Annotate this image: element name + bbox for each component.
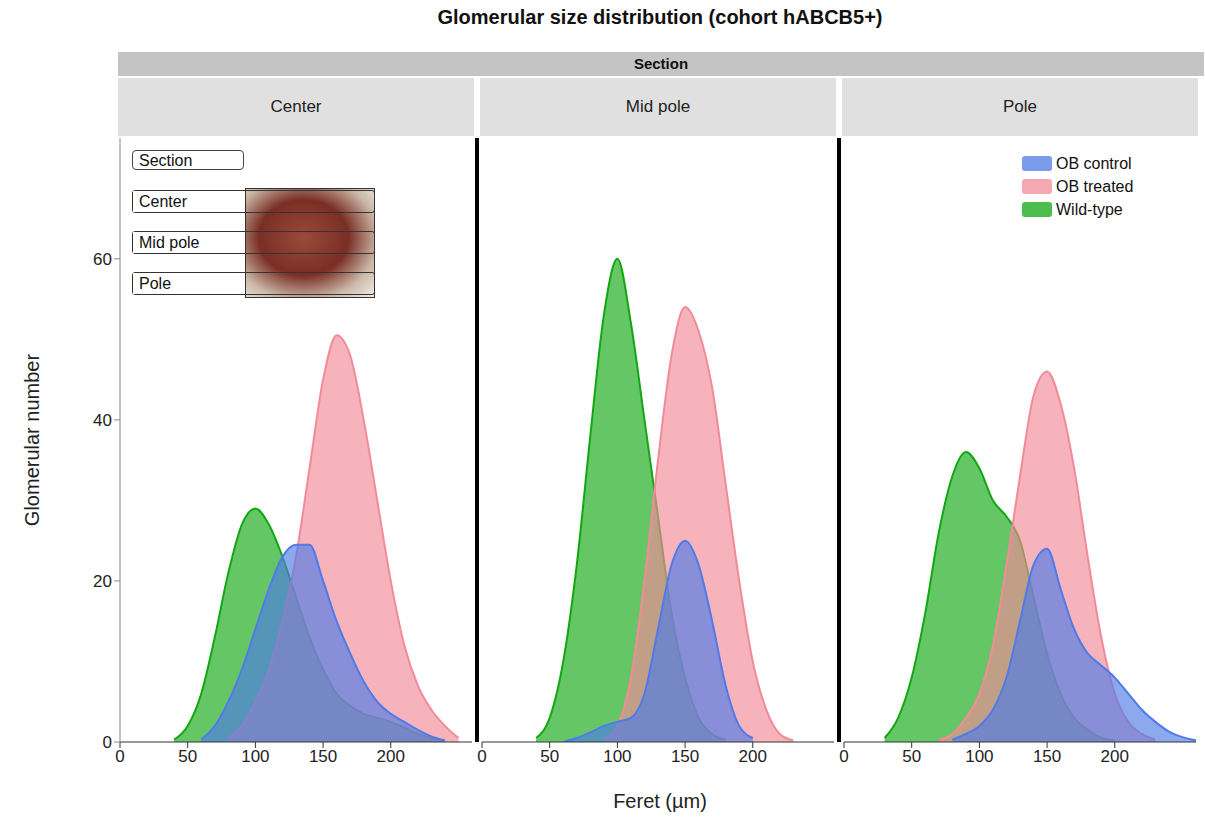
svg-text:40: 40 [93,411,112,430]
html-text:Pole: Pole [139,275,171,292]
svg-text:200: 200 [739,747,767,766]
svg-text:150: 150 [671,747,699,766]
svg-text:100: 100 [965,747,993,766]
html-text:OB control: OB control [1056,154,1132,172]
svg-text:150: 150 [1033,747,1061,766]
html-text:Mid pole: Mid pole [625,97,691,116]
html-text:Pole: Pole [1003,97,1037,116]
html-text:Center: Center [139,193,187,210]
svg-text:100: 100 [241,747,269,766]
svg-text:50: 50 [540,747,559,766]
svg-text:0: 0 [115,747,124,766]
html-text:Feret (µm): Feret (µm) [613,790,707,812]
html-text:Wild-type: Wild-type [1056,200,1123,218]
svg-text:200: 200 [1101,747,1129,766]
svg-text:200: 200 [377,747,405,766]
html-text:OB treated: OB treated [1056,177,1134,195]
html-text:Section: Section [633,55,689,72]
svg-text:100: 100 [603,747,631,766]
html-text:Mid pole: Mid pole [139,234,200,251]
svg-text:60: 60 [93,250,112,269]
svg-text:0: 0 [477,747,486,766]
html-text:Glomerular size distribution (: Glomerular size distribution (cohort hAB… [437,6,883,28]
html-text:Center: Center [270,97,322,116]
svg-text:50: 50 [902,747,921,766]
svg-text:0: 0 [103,733,112,752]
html-text:Section: Section [139,152,193,169]
svg-text:20: 20 [93,572,112,591]
html-text:Glomerular number: Glomerular number [21,353,43,527]
svg-text:150: 150 [309,747,337,766]
svg-text:50: 50 [178,747,197,766]
svg-text:0: 0 [839,747,848,766]
